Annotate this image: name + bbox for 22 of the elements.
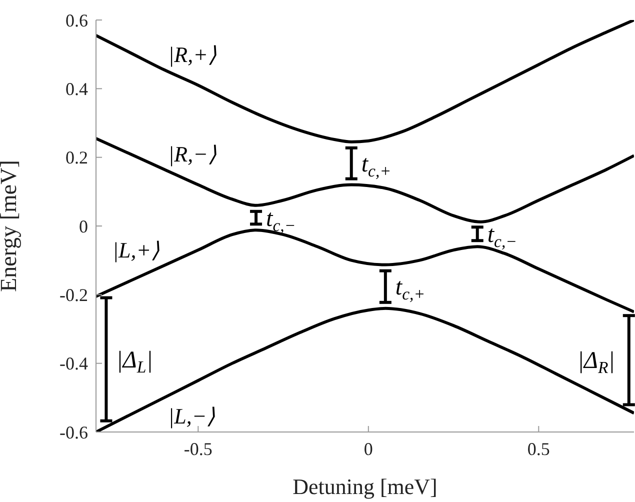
- annotation: |Δ$_{L}$|: [116, 347, 153, 376]
- y-tick-label: -0.6: [60, 422, 88, 442]
- series-label: |R,+⟩: [168, 42, 217, 67]
- x-axis-title: Detuning [meV]: [292, 474, 438, 499]
- y-tick-label: 0.6: [66, 10, 88, 30]
- series-label: |L,−⟩: [168, 404, 216, 429]
- y-tick-label: 0: [79, 216, 88, 236]
- annotation: |Δ$_{R}$|: [577, 348, 615, 378]
- y-axis-title: Energy [meV]: [0, 160, 22, 292]
- series-label: |L,+⟩: [112, 237, 160, 262]
- annotation: t$_{c,+}$: [361, 151, 392, 180]
- x-tick-label: -0.5: [184, 438, 212, 459]
- annotation: t$_{c,+}$: [395, 274, 426, 304]
- y-tick-label: -0.4: [60, 354, 88, 374]
- annotation: t$_{c,−}$: [266, 206, 296, 235]
- y-tick-label: 0.2: [66, 148, 88, 168]
- x-tick-label: 0: [364, 438, 373, 459]
- series-label: |R,−⟩: [168, 141, 217, 166]
- y-tick-label: 0.4: [66, 79, 88, 100]
- annotation: t$_{c,−}$: [487, 222, 518, 251]
- x-tick-label: 0.5: [527, 438, 550, 459]
- y-tick-label: -0.2: [60, 285, 88, 306]
